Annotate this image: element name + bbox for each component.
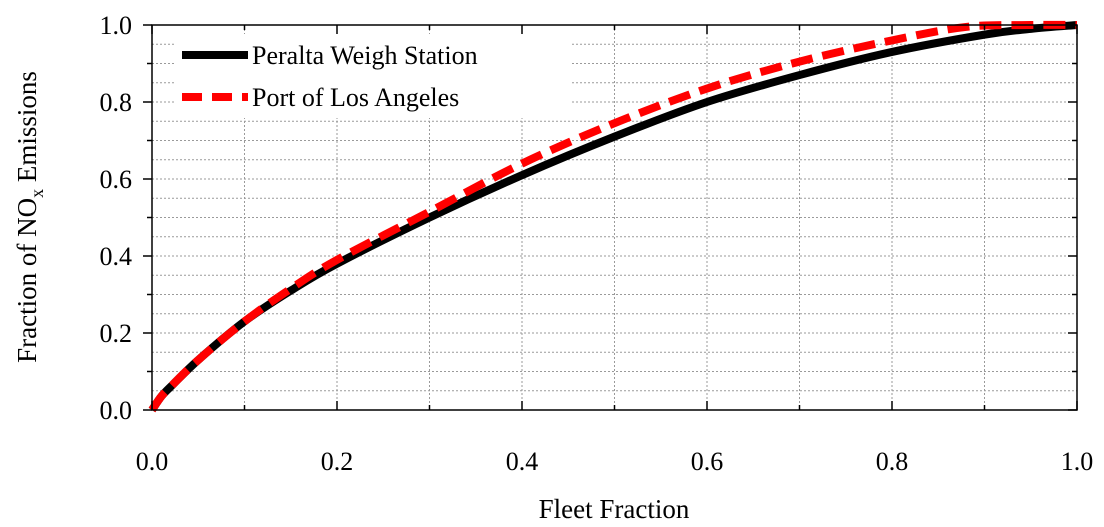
legend: Peralta Weigh Station Port of Los Angele… [176, 34, 572, 118]
y-tick-label: 0.4 [100, 242, 133, 271]
y-tick-label: 0.8 [100, 88, 133, 117]
series-line-peralta [148, 21, 1078, 413]
x-tick-labels: 0.0 0.2 0.4 0.6 0.8 1.0 [136, 447, 1094, 476]
y-tick-label: 0.6 [100, 165, 133, 194]
legend-label-port-la: Port of Los Angeles [252, 83, 459, 112]
y-tick-labels: 0.0 0.2 0.4 0.6 0.8 1.0 [100, 11, 133, 425]
legend-label-peralta: Peralta Weigh Station [252, 41, 478, 70]
x-tick-label: 0.6 [691, 447, 724, 476]
x-tick-label: 0.4 [506, 447, 539, 476]
ticks [143, 24, 1078, 411]
y-axis-title: Fraction of NOx Emissions [12, 71, 47, 363]
x-tick-label: 1.0 [1061, 447, 1094, 476]
y-axis-title-suffix: Emissions [12, 71, 42, 189]
x-tick-label: 0.2 [321, 447, 354, 476]
series-line-port-la [148, 20, 1078, 413]
legend-background [176, 34, 572, 118]
x-axis-title: Fleet Fraction [539, 494, 690, 524]
x-tick-label: 0.0 [136, 447, 169, 476]
series-layer [148, 20, 1078, 413]
y-tick-label: 0.0 [100, 396, 133, 425]
y-tick-label: 1.0 [100, 11, 133, 40]
x-tick-label: 0.8 [876, 447, 909, 476]
y-axis-title-subscript: x [27, 189, 47, 198]
y-axis-title-main: Fraction of NO [12, 198, 42, 363]
y-tick-label: 0.2 [100, 319, 133, 348]
